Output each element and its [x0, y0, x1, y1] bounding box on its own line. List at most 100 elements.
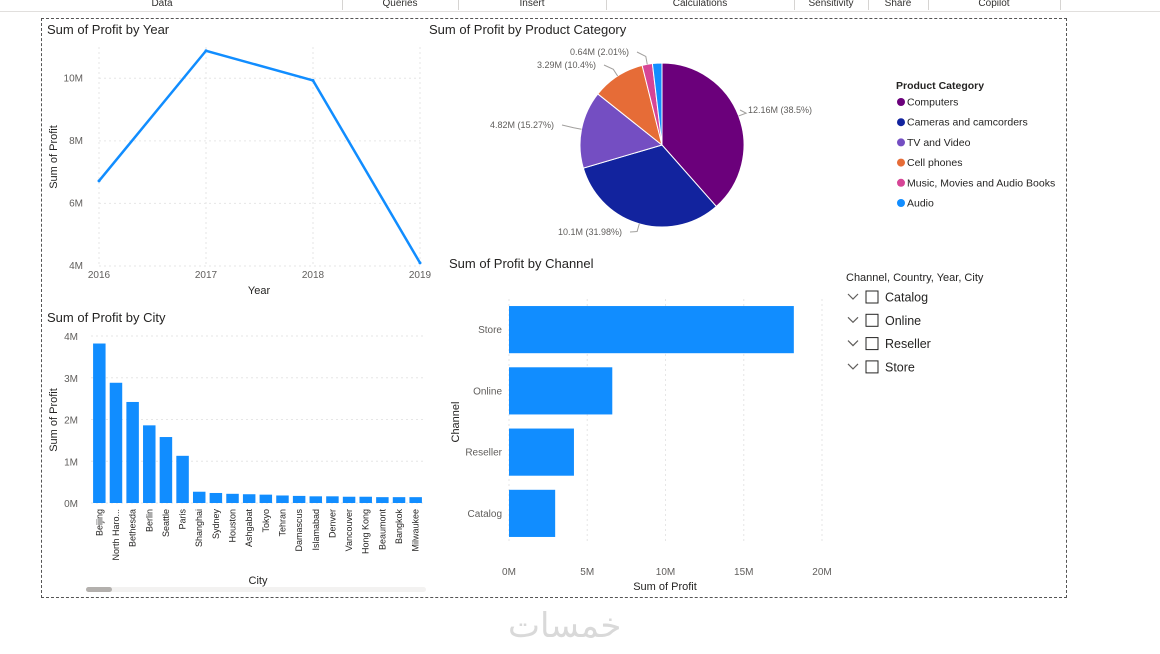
- chevron-down-icon[interactable]: [847, 363, 859, 370]
- report-canvas: [41, 18, 1067, 598]
- bar-damascus[interactable]: [292, 495, 306, 503]
- bar-catalog[interactable]: [509, 489, 556, 537]
- ribbon-separator: [342, 0, 343, 10]
- legend-item[interactable]: Music, Movies and Audio Books: [907, 177, 1055, 189]
- slicer-checkbox[interactable]: [865, 290, 879, 304]
- bar-online[interactable]: [509, 367, 613, 415]
- data-point[interactable]: [97, 179, 101, 183]
- slicer-item-catalog[interactable]: Catalog: [885, 291, 928, 305]
- bar-berlin[interactable]: [143, 425, 156, 503]
- bar-beijing[interactable]: [93, 343, 106, 503]
- ribbon-tab-queries[interactable]: Queries: [382, 0, 418, 9]
- x-tick-label: Houston: [228, 509, 238, 543]
- ribbon-separator: [868, 0, 869, 10]
- legend-marker: [897, 98, 905, 106]
- legend-marker: [897, 138, 905, 147]
- y-tick-label: 10M: [64, 73, 83, 84]
- chevron-down-icon[interactable]: [847, 340, 859, 347]
- x-tick-label: Berlin: [144, 509, 154, 532]
- bar-tokyo[interactable]: [259, 494, 273, 503]
- pie-slice-audio[interactable]: [651, 62, 663, 146]
- x-tick-label: Beijing: [94, 509, 104, 536]
- ribbon-separator: [606, 0, 607, 10]
- bar-houston[interactable]: [226, 493, 239, 503]
- bar-beaumont[interactable]: [376, 497, 389, 503]
- slicer-checkbox[interactable]: [865, 360, 879, 374]
- ribbon-tab-insert[interactable]: Insert: [519, 0, 545, 9]
- bar-hong-kong[interactable]: [359, 496, 372, 503]
- x-tick-label: 2016: [88, 270, 111, 281]
- ribbon-tab-share[interactable]: Share: [884, 0, 912, 9]
- bar-tehran[interactable]: [276, 495, 289, 503]
- legend-item[interactable]: TV and Video: [907, 137, 971, 149]
- y-axis-label: Sum of Profit: [48, 388, 60, 452]
- x-tick-label: Bangkok: [394, 509, 404, 545]
- y-tick-label: Online: [473, 386, 502, 397]
- x-tick-label: 10M: [656, 567, 675, 578]
- legend-item[interactable]: Audio: [907, 198, 934, 210]
- x-tick-label: Tokyo: [261, 509, 271, 533]
- ribbon: Data Queries Insert Calculations Sensiti…: [0, 0, 1160, 12]
- y-tick-label: Catalog: [468, 509, 502, 520]
- data-point[interactable]: [418, 261, 422, 265]
- bar-islamabad[interactable]: [309, 496, 323, 503]
- ribbon-tab-calculations[interactable]: Calculations: [672, 0, 728, 9]
- bar-bethesda[interactable]: [126, 401, 139, 503]
- slicer-item-reseller[interactable]: Reseller: [885, 337, 931, 351]
- y-axis-label: Channel: [450, 402, 462, 443]
- series-line-profit[interactable]: [98, 49, 422, 264]
- x-tick-label: Denver: [327, 509, 337, 538]
- bar-north-haro-[interactable]: [109, 382, 123, 503]
- ribbon-tab-sensitivity[interactable]: Sensitivity: [808, 0, 854, 9]
- legend-marker: [897, 158, 905, 167]
- legend-item[interactable]: Computers: [907, 97, 958, 109]
- ribbon-tab-data[interactable]: Data: [151, 0, 173, 9]
- bar-shanghai[interactable]: [192, 491, 206, 503]
- bar-ashgabat[interactable]: [242, 494, 256, 503]
- chart-title: Sum of Profit by City: [47, 310, 166, 325]
- leader-line: [629, 223, 640, 233]
- bar-seattle[interactable]: [159, 437, 173, 503]
- ribbon-separator: [458, 0, 459, 10]
- bar-store[interactable]: [509, 306, 794, 354]
- slicer-item-store[interactable]: Store: [885, 360, 915, 374]
- ribbon-tab-copilot[interactable]: Copilot: [978, 0, 1010, 9]
- pie-slice-computers[interactable]: [661, 62, 745, 208]
- x-tick-label: Damascus: [294, 509, 304, 552]
- x-tick-label: 2017: [195, 270, 218, 281]
- chevron-down-icon[interactable]: [847, 293, 859, 300]
- bar-paris[interactable]: [176, 455, 189, 503]
- watermark: خمسات: [508, 606, 622, 646]
- legend-item[interactable]: Cameras and camcorders: [907, 117, 1028, 129]
- data-point[interactable]: [311, 78, 315, 82]
- y-tick-label: 4M: [64, 332, 78, 343]
- legend-marker: [897, 199, 905, 207]
- bar-bangkok[interactable]: [392, 497, 406, 503]
- x-tick-label: 0M: [502, 567, 516, 578]
- x-tick-label: Tehran: [277, 509, 287, 537]
- slicer-checkbox[interactable]: [865, 337, 879, 351]
- y-tick-label: Store: [478, 325, 502, 336]
- x-tick-label: Shanghai: [194, 509, 204, 547]
- legend-marker: [897, 178, 905, 187]
- chart-title: Sum of Profit by Year: [47, 22, 170, 37]
- bar-reseller[interactable]: [509, 428, 574, 476]
- y-tick-label: 2M: [64, 416, 78, 427]
- scrollbar-track[interactable]: [86, 587, 426, 592]
- slicer-checkbox[interactable]: [865, 313, 879, 327]
- legend-item[interactable]: Cell phones: [907, 157, 962, 169]
- scrollbar-thumb[interactable]: [86, 587, 112, 592]
- bar-sydney[interactable]: [209, 492, 223, 503]
- leader-line: [561, 124, 582, 130]
- bar-denver[interactable]: [326, 496, 339, 503]
- bar-milwaukee[interactable]: [409, 497, 422, 503]
- slicer-item-online[interactable]: Online: [885, 314, 921, 328]
- bar-vancouver[interactable]: [342, 496, 356, 503]
- chevron-down-icon[interactable]: [847, 316, 859, 324]
- pie-slice-tv-and-video[interactable]: [579, 93, 664, 169]
- chart-title: Sum of Profit by Product Category: [429, 22, 627, 37]
- x-tick-label: 2019: [409, 270, 432, 281]
- data-point[interactable]: [204, 49, 208, 53]
- data-label: 3.29M (10.4%): [537, 60, 596, 70]
